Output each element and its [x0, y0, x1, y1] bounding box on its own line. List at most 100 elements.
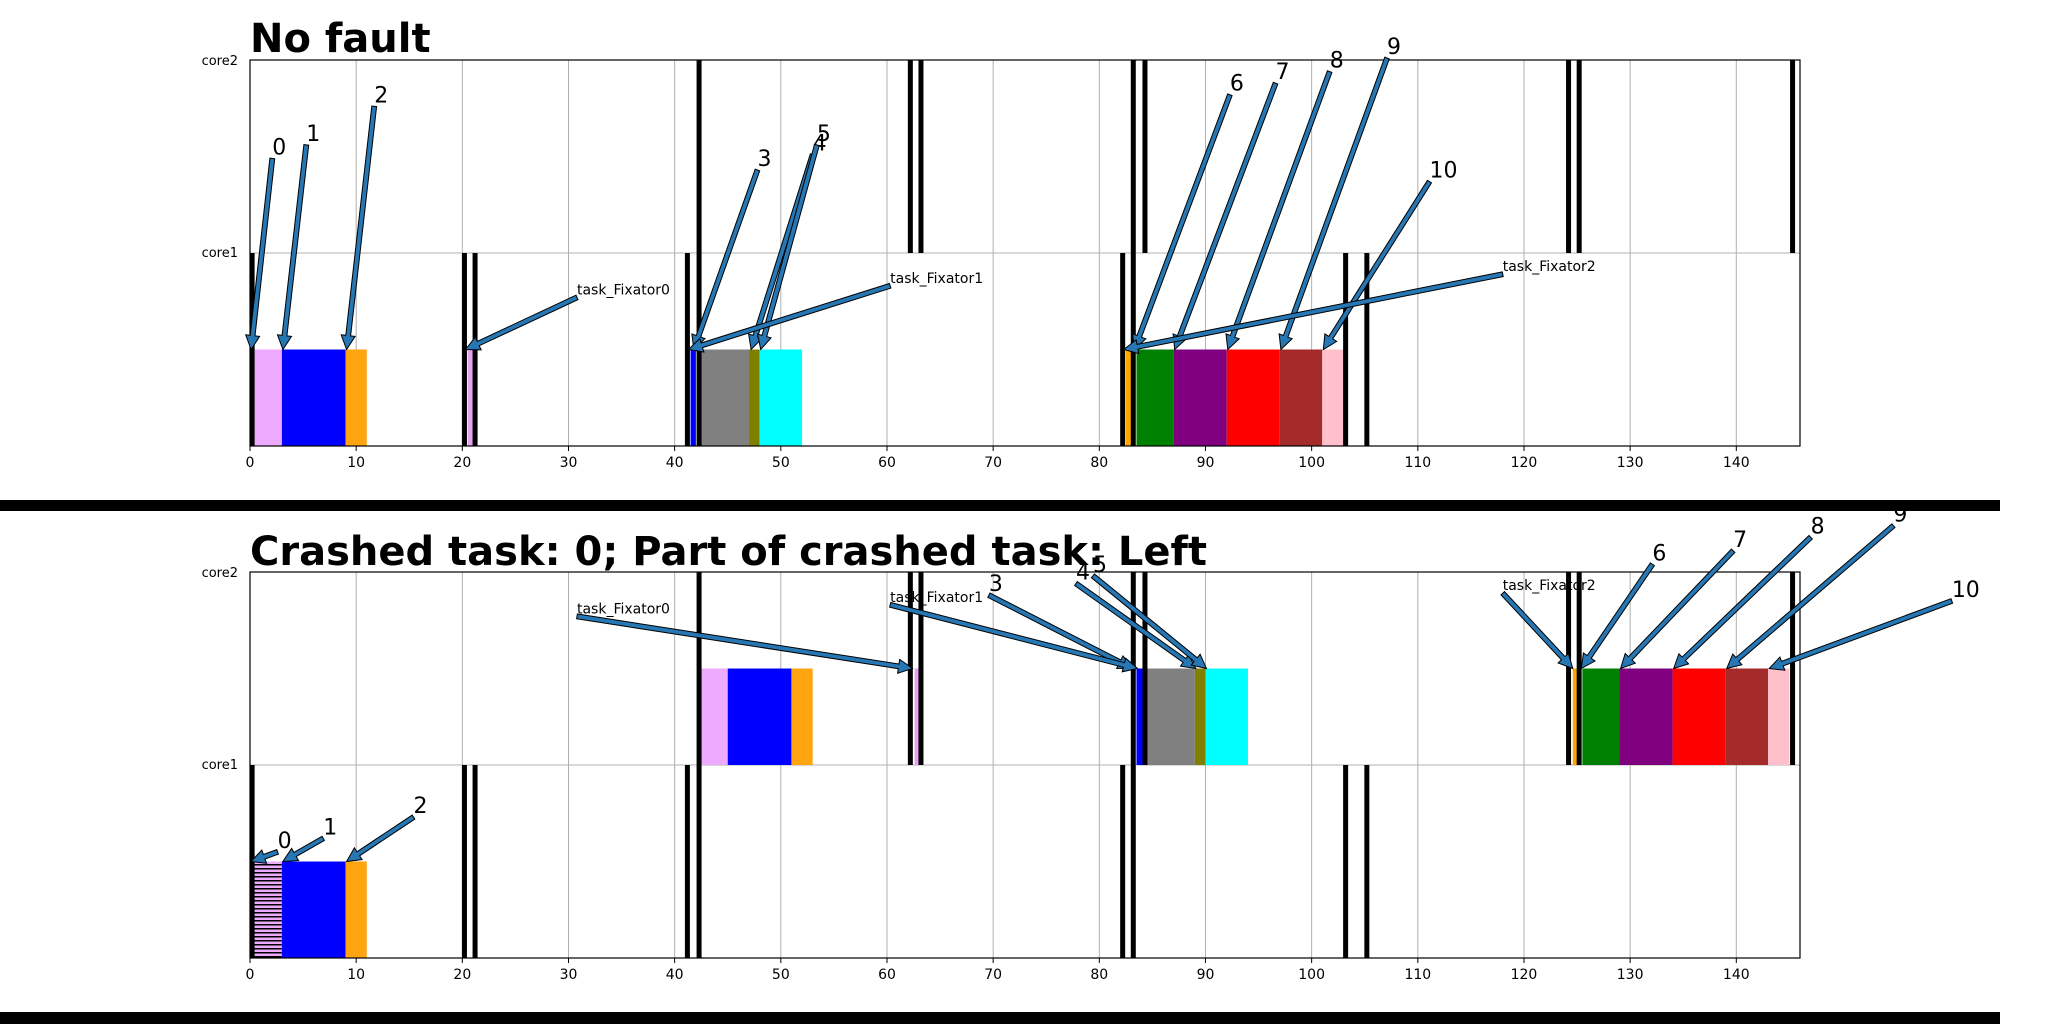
right-margin [2000, 0, 2048, 1024]
x-tick-label: 120 [1511, 967, 1538, 983]
task-bar [1619, 668, 1673, 765]
chart-panel-crashed: Crashed task: 0; Part of crashed task: L… [202, 503, 1980, 983]
x-axis: 0 10 20 30 40 50 60 70 80 90 100 110 120 130 140 [246, 446, 1750, 471]
task-bar [1136, 668, 1145, 765]
annotation-label: task_Fixator1 [890, 590, 983, 606]
black-band [1364, 253, 1370, 446]
x-tick-label: 50 [772, 455, 790, 471]
x-tick-label: 50 [772, 967, 790, 983]
task-bar [281, 861, 346, 958]
task-bar [1322, 349, 1344, 446]
annotation-label: 5 [817, 122, 831, 147]
annotation-label: 2 [413, 794, 427, 819]
annotation-arrow [1073, 580, 1197, 670]
x-tick-label: 70 [984, 455, 1002, 471]
black-band [1364, 765, 1370, 958]
annotation-label: 5 [1093, 553, 1107, 578]
ytick-core1: core1 [202, 246, 238, 261]
black-band [1120, 765, 1126, 958]
task-bar [914, 668, 920, 765]
black-band [696, 60, 702, 253]
annotation-arrow [345, 814, 416, 863]
task-bar [1572, 668, 1578, 765]
black-band [1130, 765, 1136, 958]
annotation-label: 0 [272, 135, 286, 160]
task-bar [1125, 349, 1132, 446]
black-band [1130, 60, 1136, 253]
task-bar [467, 349, 473, 446]
x-tick-label: 10 [347, 455, 365, 471]
x-tick-label: 130 [1617, 455, 1644, 471]
annotations: 0 1 2 task_Fixator0 3 task_Fixator1 4 5 task_Fix… [250, 503, 1980, 864]
annotation-arrow [1725, 523, 1896, 670]
annotation-arrow [1278, 56, 1390, 351]
task-bar [690, 349, 696, 446]
x-tick-label: 140 [1723, 455, 1750, 471]
task-bar [1144, 668, 1195, 765]
x-tick-label: 0 [246, 455, 255, 471]
annotation-label: 10 [1429, 159, 1457, 184]
annotation-arrow [340, 105, 378, 351]
task-bar [1725, 668, 1769, 765]
chart-panel-no-fault: No fault core1 core2 0 10 20 30 40 50 60 70 80 90… [202, 16, 1801, 471]
annotation-arrow [1619, 548, 1736, 670]
black-band [918, 60, 924, 253]
x-tick-label: 80 [1090, 455, 1108, 471]
annotation-arrow [250, 848, 280, 864]
annotation-label: 7 [1733, 528, 1747, 553]
x-tick-label: 90 [1197, 455, 1215, 471]
black-band [1142, 60, 1148, 253]
panel-separator [0, 500, 2000, 511]
annotation-arrow [1672, 534, 1814, 670]
annotation-arrow [987, 592, 1134, 670]
annotation-label: 9 [1387, 35, 1401, 60]
annotation-arrow [756, 143, 820, 351]
black-bands [249, 572, 1796, 958]
annotation-arrow [1580, 562, 1656, 670]
black-band [1576, 60, 1582, 253]
annotation-arrow [687, 282, 892, 353]
task-bars [253, 349, 1344, 446]
black-band [461, 253, 467, 446]
x-tick-label: 30 [560, 967, 578, 983]
task-bar [253, 349, 282, 446]
annotation-arrow [244, 157, 276, 351]
x-tick-label: 40 [666, 455, 684, 471]
annotation-arrow [1768, 598, 1954, 671]
x-tick-label: 30 [560, 455, 578, 471]
annotation-label: 3 [989, 572, 1003, 597]
task-bar [1205, 668, 1248, 765]
black-band [907, 60, 913, 253]
task-bar [1279, 349, 1323, 446]
annotation-label: 6 [1230, 72, 1244, 97]
annotation-label: task_Fixator2 [1503, 578, 1596, 594]
ytick-core2: core2 [202, 566, 238, 581]
task-bar [1672, 668, 1726, 765]
task-bar [345, 861, 367, 958]
annotation-arrow [276, 144, 310, 351]
annotation-label: 4 [1076, 561, 1090, 586]
annotation-label: 7 [1276, 60, 1290, 85]
x-tick-label: 20 [453, 455, 471, 471]
x-tick-label: 140 [1723, 967, 1750, 983]
black-band [684, 253, 690, 446]
task-bar [699, 349, 749, 446]
x-tick-label: 110 [1404, 967, 1431, 983]
annotation-arrow [464, 294, 579, 351]
x-tick-label: 130 [1617, 967, 1644, 983]
annotation-label: task_Fixator2 [1503, 259, 1596, 275]
black-band [461, 765, 467, 958]
x-tick-label: 80 [1090, 967, 1108, 983]
task-bar [1173, 349, 1227, 446]
chart-title: Crashed task: 0; Part of crashed task: L… [250, 529, 1207, 575]
black-band [472, 765, 478, 958]
annotation-arrow [1090, 573, 1208, 670]
annotation-label: 10 [1952, 578, 1980, 603]
task-bar [791, 668, 813, 765]
x-tick-label: 120 [1511, 455, 1538, 471]
task-bar [699, 668, 728, 765]
annotation-arrow [1225, 70, 1333, 351]
x-tick-label: 70 [984, 967, 1002, 983]
black-band [1120, 253, 1126, 446]
